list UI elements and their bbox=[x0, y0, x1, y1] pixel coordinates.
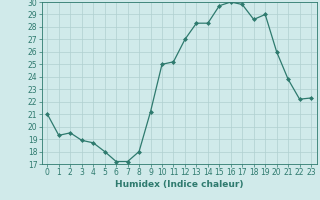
X-axis label: Humidex (Indice chaleur): Humidex (Indice chaleur) bbox=[115, 180, 244, 189]
